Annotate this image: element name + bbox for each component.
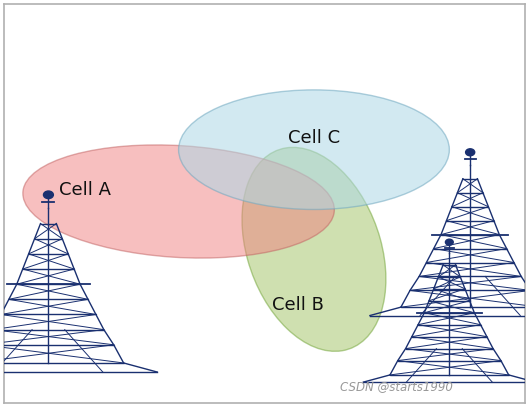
Text: Cell C: Cell C [288, 129, 340, 147]
Circle shape [445, 239, 453, 245]
Text: Cell B: Cell B [272, 296, 324, 314]
Text: Cell A: Cell A [59, 181, 111, 199]
Ellipse shape [179, 90, 449, 210]
Circle shape [43, 191, 53, 199]
Ellipse shape [23, 145, 334, 258]
Circle shape [466, 149, 475, 156]
Text: CSDN @starts1990: CSDN @starts1990 [340, 380, 453, 393]
Ellipse shape [242, 147, 386, 351]
